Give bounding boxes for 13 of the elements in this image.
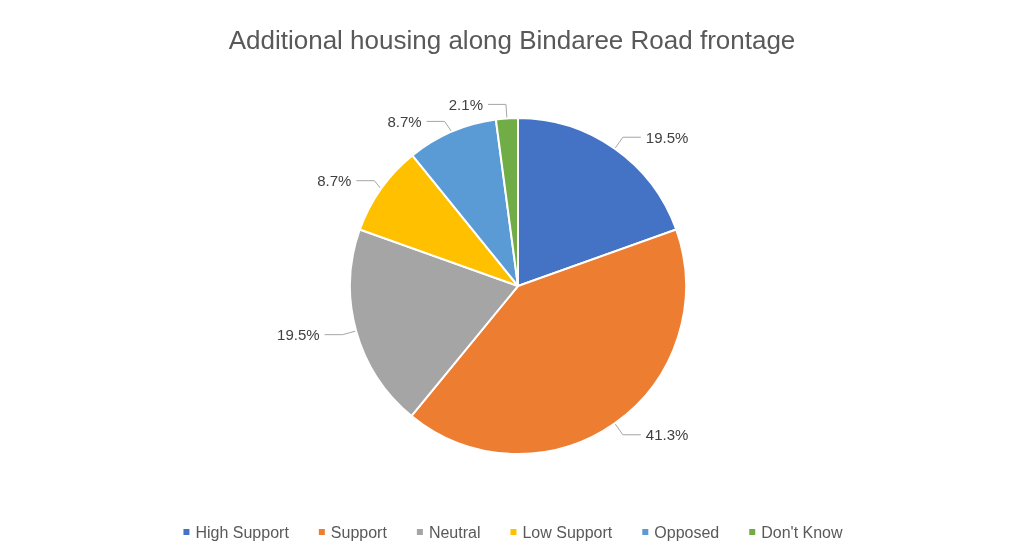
legend-label: High Support — [195, 523, 290, 541]
legend-label: Support — [330, 523, 388, 541]
data-label: 8.7% — [317, 172, 352, 190]
data-label: 8.7% — [387, 112, 422, 130]
legend-label: Low Support — [522, 523, 613, 541]
data-label: 2.1% — [448, 95, 483, 113]
legend-label: Don't Know — [761, 523, 843, 541]
legend-label: Neutral — [428, 523, 481, 541]
legend-label: Opposed — [654, 523, 720, 541]
chart-title: Additional housing along Bindaree Road frontage — [228, 25, 796, 55]
data-label: 41.3% — [645, 426, 689, 444]
data-label: 19.5% — [277, 326, 320, 344]
data-label: 19.5% — [645, 128, 689, 146]
